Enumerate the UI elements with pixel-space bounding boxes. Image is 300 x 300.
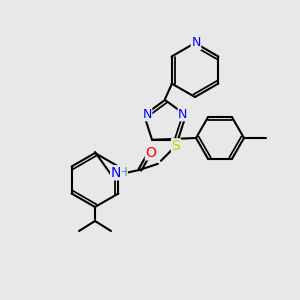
Text: H: H: [118, 166, 127, 179]
Text: S: S: [172, 139, 180, 153]
Text: N: N: [111, 166, 121, 180]
Text: N: N: [178, 108, 188, 121]
Text: N: N: [191, 37, 201, 50]
Text: O: O: [146, 146, 156, 160]
Text: N: N: [142, 108, 152, 121]
